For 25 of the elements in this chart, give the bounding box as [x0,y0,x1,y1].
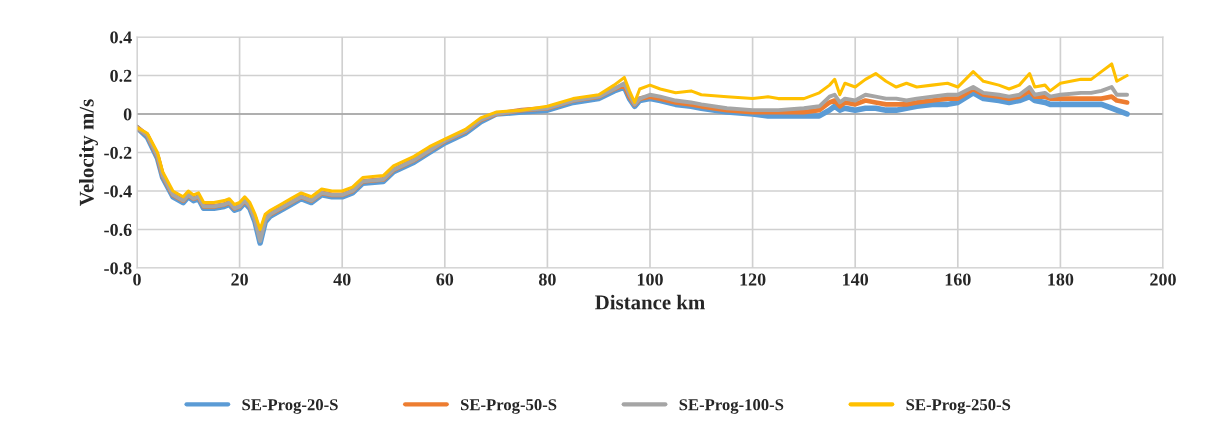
y-tick-label: 0.2 [110,69,132,83]
x-tick-label: 180 [1048,273,1074,286]
legend-label: SE-Prog-100-S [679,399,784,414]
x-tick-label: 160 [945,273,971,286]
legend-label: SE-Prog-20-S [242,399,338,414]
x-tick-label: 40 [333,273,351,286]
legend-label: SE-Prog-250-S [906,399,1011,414]
x-tick-label: 20 [231,273,248,286]
x-tick-label: 200 [1150,273,1176,286]
y-tick-label: 0.4 [110,31,132,44]
line-series [137,62,1129,232]
y-axis-title: Velocity m/s [79,99,98,206]
x-tick-label: 120 [740,273,766,286]
y-tick-label: -0.2 [104,146,132,160]
x-tick-label: 0 [133,273,141,286]
x-tick-label: 60 [436,273,454,286]
y-tick-label: -0.8 [104,262,132,275]
legend-label: SE-Prog-50-S [461,399,557,414]
y-tick-label: -0.6 [104,223,132,237]
y-tick-label: -0.4 [104,185,132,198]
x-tick-label: 80 [538,273,556,286]
x-axis-title: Distance km [595,294,705,310]
x-tick-label: 140 [843,273,869,286]
y-tick-label: 0 [123,108,132,121]
x-tick-label: 100 [637,273,663,286]
